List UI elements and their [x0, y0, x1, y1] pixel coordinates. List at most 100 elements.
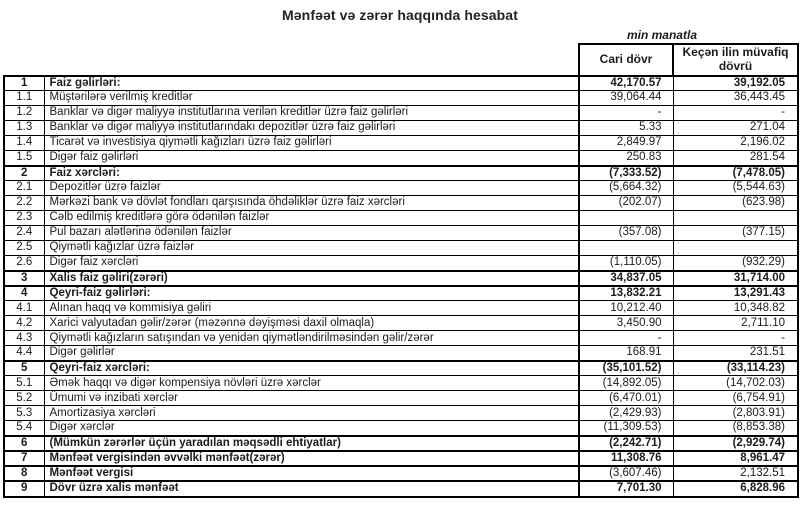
row-number: 9: [3, 480, 45, 498]
column-header-previous-period: Keçən ilin müvafiq dövrü: [672, 43, 799, 77]
value-current-period: (7,333.52): [578, 164, 674, 182]
currency-unit-note: min manatla: [626, 28, 697, 42]
value-current-period: -: [578, 330, 674, 347]
row-label: Depozitlər üzrə faizlər: [43, 180, 580, 197]
table-row: 1.4 Ticarət və investisiya qiymətli kağız…: [3, 135, 799, 152]
table-row: 4.1 Alınan haqq və kommisiya gəliri 10,212…: [3, 300, 799, 317]
value-previous-period: (6,754.91): [672, 390, 799, 407]
value-current-period: 5.33: [578, 120, 674, 137]
row-label: Cəlb edilmiş kreditlərə görə ödənilən fa…: [43, 210, 580, 227]
value-previous-period: 2,711.10: [672, 315, 799, 332]
value-current-period: (2,429.93): [578, 405, 674, 422]
value-current-period: (1,110.05): [578, 255, 674, 272]
table-body: 1 Faiz gəlirləri: 42,170.57 39,192.05 1.1 Müş…: [3, 74, 799, 498]
row-label: Ümumi və inzibati xərclər: [43, 390, 580, 407]
row-label: Faiz gəlirləri:: [43, 74, 580, 92]
value-previous-period: (7,478.05): [672, 164, 799, 182]
value-current-period: (2,242.71): [578, 434, 674, 452]
row-number: 4.3: [3, 330, 45, 347]
row-number: 2.1: [3, 180, 45, 197]
row-number: 2.5: [3, 240, 45, 257]
row-number: 6: [3, 434, 45, 452]
table-row: 1.1 Müştərilərə verilmiş kreditlər 39,064.…: [3, 90, 799, 107]
value-current-period: 11,308.76: [578, 450, 674, 467]
row-number: 1.5: [3, 150, 45, 167]
row-number: 2.2: [3, 195, 45, 212]
value-current-period: 168.91: [578, 345, 674, 362]
row-label: Banklar və digər maliyyə institutlarına …: [43, 105, 580, 122]
table-row: 2.4 Pul bazarı alətlərinə ödənilən faizlə…: [3, 225, 799, 242]
row-label: Qiymətli kağızların satışından və yenidə…: [43, 330, 580, 347]
table-row: 3 Xalis faiz gəliri(zərəri) 34,837.05 31,71…: [3, 269, 799, 287]
table-row: 7 Mənfəət vergisindən əvvəlki mənfəət(zər…: [3, 450, 799, 467]
value-previous-period: 2,132.51: [672, 465, 799, 482]
row-label: Müştərilərə verilmiş kreditlər: [43, 90, 580, 107]
row-label: Banklar və digər maliyyə institutlarında…: [43, 120, 580, 137]
value-previous-period: (5,544.63): [672, 180, 799, 197]
row-label: Amortizasiya xərcləri: [43, 405, 580, 422]
table-row: 2.5 Qiymətli kağızlar üzrə faizlər: [3, 240, 799, 257]
row-number: 8: [3, 465, 45, 482]
table-row: 2.6 Digər faiz xərcləri (1,110.05) (932.29): [3, 255, 799, 272]
row-label: Mənfəət vergisi: [43, 465, 580, 482]
table-row: 2.2 Mərkəzi bank və dövlət fondları qarşı…: [3, 195, 799, 212]
row-label: Digər faiz gəlirləri: [43, 150, 580, 167]
table-row: 1.5 Digər faiz gəlirləri 250.83 281.54: [3, 150, 799, 167]
row-label: Qiymətli kağızlar üzrə faizlər: [43, 240, 580, 257]
row-number: 2: [3, 164, 45, 182]
value-current-period: [578, 210, 674, 227]
table-row: 4.2 Xarici valyutadan gəlir/zərər (məzənn…: [3, 315, 799, 332]
row-number: 5.4: [3, 420, 45, 437]
value-previous-period: 6,828.96: [672, 480, 799, 498]
value-current-period: (357.08): [578, 225, 674, 242]
value-previous-period: (623.98): [672, 195, 799, 212]
value-current-period: 10,212.40: [578, 300, 674, 317]
row-label: Dövr üzrə xalis mənfəət: [43, 480, 580, 498]
value-current-period: 13,832.21: [578, 284, 674, 302]
value-previous-period: 231.51: [672, 345, 799, 362]
row-number: 2.4: [3, 225, 45, 242]
value-current-period: (3,607.46): [578, 465, 674, 482]
table-row: 4.4 Digər gəlirlər 168.91 231.51: [3, 345, 799, 362]
table-row: 2.3 Cəlb edilmiş kreditlərə görə ödənilən…: [3, 210, 799, 227]
value-previous-period: 13,291.43: [672, 284, 799, 302]
value-current-period: 34,837.05: [578, 269, 674, 287]
row-number: 2.3: [3, 210, 45, 227]
value-previous-period: (377.15): [672, 225, 799, 242]
row-number: 1.2: [3, 105, 45, 122]
value-current-period: 3,450.90: [578, 315, 674, 332]
value-current-period: 250.83: [578, 150, 674, 167]
row-number: 4.4: [3, 345, 45, 362]
value-current-period: (6,470.01): [578, 390, 674, 407]
page-title: Mənfəət və zərər haqqında hesabat: [282, 7, 518, 23]
value-current-period: 42,170.57: [578, 74, 674, 92]
value-current-period: 2,849.97: [578, 135, 674, 152]
row-number: 1: [3, 74, 45, 92]
value-previous-period: (33,114.23): [672, 359, 799, 377]
row-label: Digər gəlirlər: [43, 345, 580, 362]
row-number: 5.1: [3, 375, 45, 392]
value-current-period: (11,309.53): [578, 420, 674, 437]
header-spacer: [4, 44, 579, 76]
value-previous-period: 281.54: [672, 150, 799, 167]
table-row: 2 Faiz xərcləri: (7,333.52) (7,478.05): [3, 164, 799, 182]
value-previous-period: 271.04: [672, 120, 799, 137]
row-number: 5.3: [3, 405, 45, 422]
value-previous-period: (932.29): [672, 255, 799, 272]
value-previous-period: [672, 210, 799, 227]
table-row: 5.1 Əmək haqqı və digər kompensiya növlər…: [3, 375, 799, 392]
value-previous-period: (14,702.03): [672, 375, 799, 392]
row-label: Qeyri-faiz xərcləri:: [43, 359, 580, 377]
table-row: 4 Qeyri-faiz gəlirləri: 13,832.21 13,291.43: [3, 284, 799, 302]
table-row: 6 (Mümkün zərərlər üçün yaradılan məqsədl…: [3, 434, 799, 452]
value-previous-period: -: [672, 105, 799, 122]
row-number: 3: [3, 269, 45, 287]
value-previous-period: (2,803.91): [672, 405, 799, 422]
value-previous-period: 31,714.00: [672, 269, 799, 287]
row-label: Pul bazarı alətlərinə ödənilən faizlər: [43, 225, 580, 242]
value-current-period: 7,701.30: [578, 480, 674, 498]
row-label: Xarici valyutadan gəlir/zərər (məzənnə d…: [43, 315, 580, 332]
table-row: 1.2 Banklar və digər maliyyə institutları…: [3, 105, 799, 122]
table-row: 1 Faiz gəlirləri: 42,170.57 39,192.05: [3, 74, 799, 92]
